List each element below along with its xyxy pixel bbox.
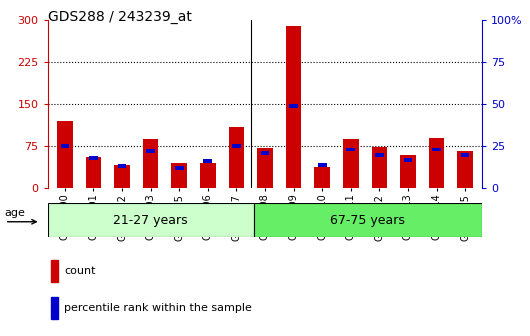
Bar <box>51 297 58 319</box>
Bar <box>232 144 241 148</box>
Bar <box>461 153 470 157</box>
Bar <box>314 167 330 188</box>
Bar <box>343 139 359 188</box>
Text: age: age <box>5 208 25 218</box>
Bar <box>143 139 158 188</box>
Bar <box>48 203 253 237</box>
Bar <box>347 148 355 152</box>
Bar <box>114 165 130 188</box>
Text: 21-27 years: 21-27 years <box>113 214 188 226</box>
Bar <box>175 166 183 170</box>
Bar <box>289 104 298 108</box>
Bar <box>204 159 212 163</box>
Bar <box>372 147 387 188</box>
Bar <box>261 151 269 155</box>
Bar <box>404 158 412 162</box>
Bar <box>432 148 441 152</box>
Bar <box>286 26 302 188</box>
Text: percentile rank within the sample: percentile rank within the sample <box>65 303 252 313</box>
Bar <box>200 163 216 188</box>
Bar <box>118 164 126 168</box>
Bar <box>318 163 326 167</box>
Text: 67-75 years: 67-75 years <box>331 214 405 226</box>
Bar <box>257 148 273 188</box>
Bar <box>228 127 244 188</box>
Bar <box>146 149 155 153</box>
Bar <box>457 151 473 188</box>
Bar <box>51 260 58 282</box>
Bar <box>60 144 69 148</box>
Bar <box>171 163 187 188</box>
Bar <box>375 153 384 157</box>
Text: GDS288 / 243239_at: GDS288 / 243239_at <box>48 10 191 24</box>
Bar <box>85 157 101 188</box>
Bar <box>57 121 73 188</box>
Bar <box>429 138 445 188</box>
Bar <box>89 156 98 160</box>
Bar <box>400 155 416 188</box>
Text: count: count <box>65 266 96 276</box>
Bar <box>253 203 482 237</box>
